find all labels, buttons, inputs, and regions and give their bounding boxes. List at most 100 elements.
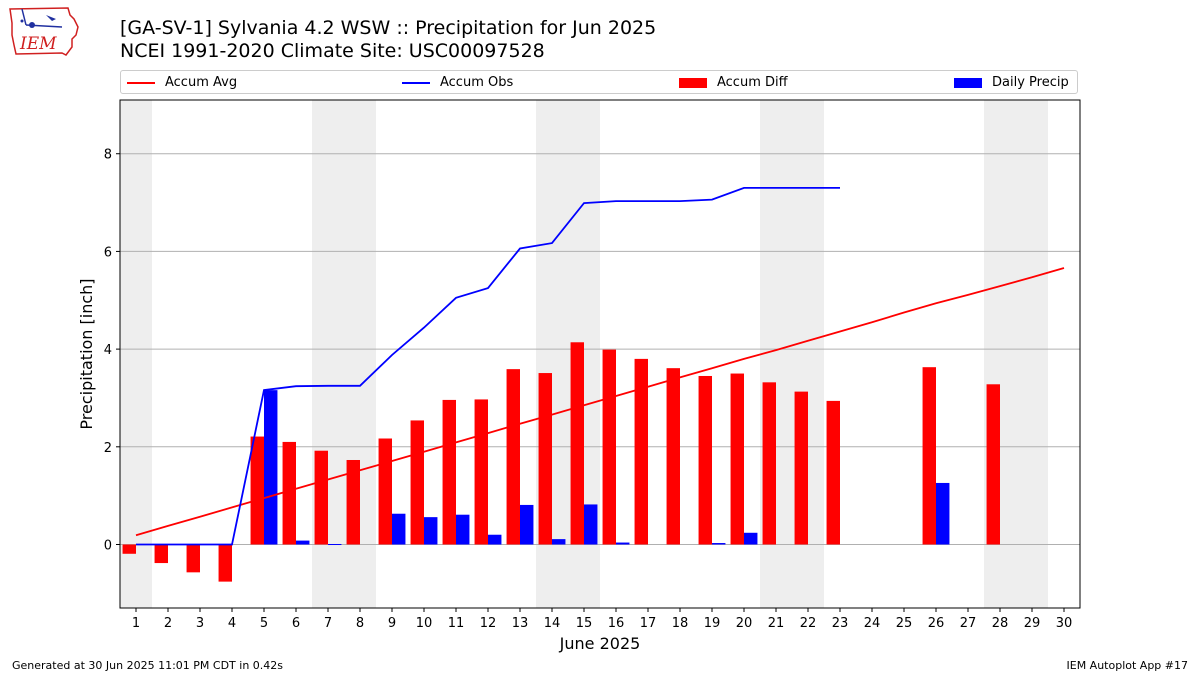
y-tick-label: 6 bbox=[104, 245, 112, 260]
y-tick-label: 0 bbox=[104, 539, 112, 554]
accum-diff-bar bbox=[922, 367, 936, 545]
accum-diff-bar bbox=[474, 399, 488, 545]
accum-diff-bar bbox=[730, 373, 744, 545]
accum-diff-bar bbox=[602, 349, 616, 545]
accum-diff-bar bbox=[122, 544, 136, 554]
daily-precip-bar bbox=[744, 532, 758, 545]
daily-precip-bar bbox=[488, 534, 502, 545]
plot-frame bbox=[119, 99, 1081, 609]
accum-diff-bar bbox=[154, 544, 168, 564]
weekend-band bbox=[120, 100, 152, 608]
iem-logo: IEM bbox=[8, 5, 80, 59]
legend-line-swatch-icon bbox=[127, 82, 155, 84]
daily-precip-bar bbox=[264, 390, 278, 545]
accum-diff-bar bbox=[378, 438, 392, 545]
legend-label: Daily Precip bbox=[992, 75, 1069, 90]
accum-diff-bar bbox=[666, 368, 680, 545]
x-tick-label: 5 bbox=[260, 616, 268, 631]
grid-lines bbox=[120, 153, 1080, 545]
x-tick-label: 18 bbox=[672, 616, 689, 631]
daily-precip-bar bbox=[520, 504, 534, 545]
y-tick-label: 4 bbox=[104, 343, 112, 358]
y-axis-ticks: 0 2 4 6 8 bbox=[104, 148, 120, 554]
daily-precip-bars bbox=[264, 390, 950, 546]
daily-precip-bar bbox=[616, 542, 630, 545]
x-tick-label: 26 bbox=[928, 616, 945, 631]
accum-diff-bar bbox=[986, 384, 1000, 545]
x-tick-label: 3 bbox=[196, 616, 204, 631]
accum-diff-bar bbox=[250, 436, 264, 545]
accum-diff-bar bbox=[634, 358, 648, 545]
accum-diff-bar bbox=[218, 544, 232, 582]
x-tick-label: 2 bbox=[164, 616, 172, 631]
x-tick-label: 14 bbox=[544, 616, 561, 631]
legend-bar-swatch-icon bbox=[679, 78, 707, 88]
accum-diff-bar bbox=[762, 382, 776, 545]
accum-diff-bar bbox=[186, 544, 200, 573]
x-axis-ticks: 1 2 3 4 5 6 7 8 9 10 11 12 13 14 15 16 17 18 19 20 21 22 23 24 2… bbox=[132, 608, 1072, 631]
x-tick-label: 16 bbox=[608, 616, 625, 631]
x-tick-label: 8 bbox=[356, 616, 364, 631]
legend-line-swatch-icon bbox=[402, 82, 430, 84]
x-tick-label: 20 bbox=[736, 616, 753, 631]
accum-diff-bar bbox=[538, 373, 552, 545]
accum-diff-bar bbox=[442, 399, 456, 545]
x-tick-label: 1 bbox=[132, 616, 140, 631]
y-axis-label: Precipitation [inch] bbox=[77, 278, 96, 429]
logo-text: IEM bbox=[19, 34, 57, 54]
legend-label: Accum Avg bbox=[165, 75, 238, 90]
accum-diff-bar bbox=[282, 441, 296, 545]
chart-subtitle: NCEI 1991-2020 Climate Site: USC00097528 bbox=[120, 40, 545, 62]
accum-diff-bar bbox=[410, 420, 424, 545]
accum-diff-bars bbox=[122, 342, 1000, 582]
x-tick-label: 24 bbox=[864, 616, 881, 631]
y-tick-label: 2 bbox=[104, 441, 112, 456]
accum-avg-line bbox=[135, 267, 1065, 537]
daily-precip-bar bbox=[392, 513, 406, 545]
daily-precip-bar bbox=[584, 504, 598, 545]
x-tick-label: 11 bbox=[448, 616, 465, 631]
accum-diff-bar bbox=[826, 400, 840, 545]
x-tick-label: 22 bbox=[800, 616, 817, 631]
accum-diff-bar bbox=[346, 459, 360, 545]
legend-label: Accum Obs bbox=[440, 75, 514, 90]
x-tick-label: 30 bbox=[1056, 616, 1073, 631]
daily-precip-bar bbox=[456, 514, 470, 545]
accum-diff-bar bbox=[698, 375, 712, 545]
legend-bar-swatch-icon bbox=[954, 78, 982, 88]
x-tick-label: 25 bbox=[896, 616, 913, 631]
x-tick-label: 23 bbox=[832, 616, 849, 631]
x-tick-label: 12 bbox=[480, 616, 497, 631]
accum-diff-bar bbox=[570, 342, 584, 545]
chart-legend: Accum Avg Accum Obs Accum Diff Daily Pre… bbox=[120, 70, 1078, 94]
accum-diff-bar bbox=[506, 369, 520, 545]
x-tick-label: 29 bbox=[1024, 616, 1041, 631]
weekend-band bbox=[1016, 100, 1048, 608]
x-tick-label: 9 bbox=[388, 616, 396, 631]
x-tick-label: 4 bbox=[228, 616, 236, 631]
daily-precip-bar bbox=[936, 482, 950, 545]
daily-precip-bar bbox=[296, 540, 310, 545]
iowa-state-logo-icon: IEM bbox=[9, 7, 79, 56]
x-tick-label: 6 bbox=[292, 616, 300, 631]
accum-diff-bar bbox=[794, 391, 808, 545]
daily-precip-bar bbox=[328, 544, 342, 546]
x-tick-label: 21 bbox=[768, 616, 785, 631]
x-tick-label: 10 bbox=[416, 616, 433, 631]
app-credit: IEM Autoplot App #17 bbox=[1066, 659, 1189, 672]
accum-obs-line bbox=[136, 186, 840, 546]
x-axis-label: June 2025 bbox=[559, 634, 641, 653]
accum-lines bbox=[135, 186, 1065, 546]
x-tick-label: 28 bbox=[992, 616, 1009, 631]
accum-diff-bar bbox=[314, 450, 328, 545]
generated-timestamp: Generated at 30 Jun 2025 11:01 PM CDT in… bbox=[12, 659, 284, 672]
daily-precip-bar bbox=[712, 543, 726, 545]
x-tick-label: 17 bbox=[640, 616, 657, 631]
y-tick-label: 8 bbox=[104, 148, 112, 163]
daily-precip-bar bbox=[424, 517, 438, 545]
chart-title: [GA-SV-1] Sylvania 4.2 WSW :: Precipitat… bbox=[120, 17, 657, 39]
legend-label: Accum Diff bbox=[717, 75, 788, 90]
x-tick-label: 19 bbox=[704, 616, 721, 631]
x-tick-label: 13 bbox=[512, 616, 529, 631]
